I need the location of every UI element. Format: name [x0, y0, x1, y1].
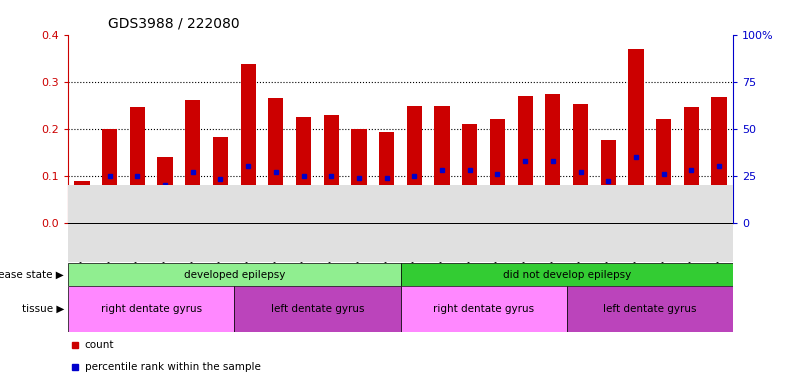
Bar [74, 181, 90, 223]
Bar [684, 108, 699, 223]
Text: percentile rank within the sample: percentile rank within the sample [85, 362, 260, 372]
Bar [352, 129, 367, 223]
Bar [656, 119, 671, 223]
Bar [711, 97, 727, 223]
Bar [102, 129, 117, 223]
Text: count: count [85, 339, 115, 349]
Bar [130, 108, 145, 223]
Bar [573, 104, 588, 223]
Bar [185, 101, 200, 223]
Text: developed epilepsy: developed epilepsy [183, 270, 285, 280]
Bar [213, 137, 228, 223]
Bar [545, 94, 561, 223]
Bar [68, 286, 235, 332]
Bar [158, 157, 173, 223]
Text: GDS3988 / 222080: GDS3988 / 222080 [108, 17, 239, 31]
Bar [490, 119, 505, 223]
Text: disease state ▶: disease state ▶ [0, 270, 64, 280]
Bar [379, 132, 394, 223]
Bar [601, 141, 616, 223]
Bar [567, 286, 733, 332]
Text: left dentate gyrus: left dentate gyrus [603, 304, 697, 314]
Bar [628, 49, 643, 223]
Text: tissue ▶: tissue ▶ [22, 304, 64, 314]
Bar [235, 286, 400, 332]
Bar [68, 263, 400, 286]
Bar [400, 263, 733, 286]
Text: did not develop epilepsy: did not develop epilepsy [502, 270, 631, 280]
Text: right dentate gyrus: right dentate gyrus [433, 304, 534, 314]
Bar [296, 117, 311, 223]
Bar [517, 96, 533, 223]
Bar [434, 106, 449, 223]
Bar [462, 124, 477, 223]
Bar [324, 114, 339, 223]
Bar [407, 106, 422, 223]
Text: left dentate gyrus: left dentate gyrus [271, 304, 364, 314]
Bar [400, 286, 567, 332]
Bar [240, 64, 256, 223]
Bar [268, 98, 284, 223]
Text: right dentate gyrus: right dentate gyrus [101, 304, 202, 314]
